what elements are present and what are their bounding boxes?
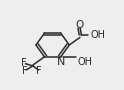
Text: N: N: [57, 57, 65, 67]
Text: F: F: [22, 66, 28, 76]
Text: F: F: [21, 58, 27, 68]
Text: OH: OH: [78, 57, 93, 67]
Text: OH: OH: [91, 30, 106, 40]
Text: F: F: [36, 66, 42, 76]
Text: O: O: [76, 20, 84, 30]
